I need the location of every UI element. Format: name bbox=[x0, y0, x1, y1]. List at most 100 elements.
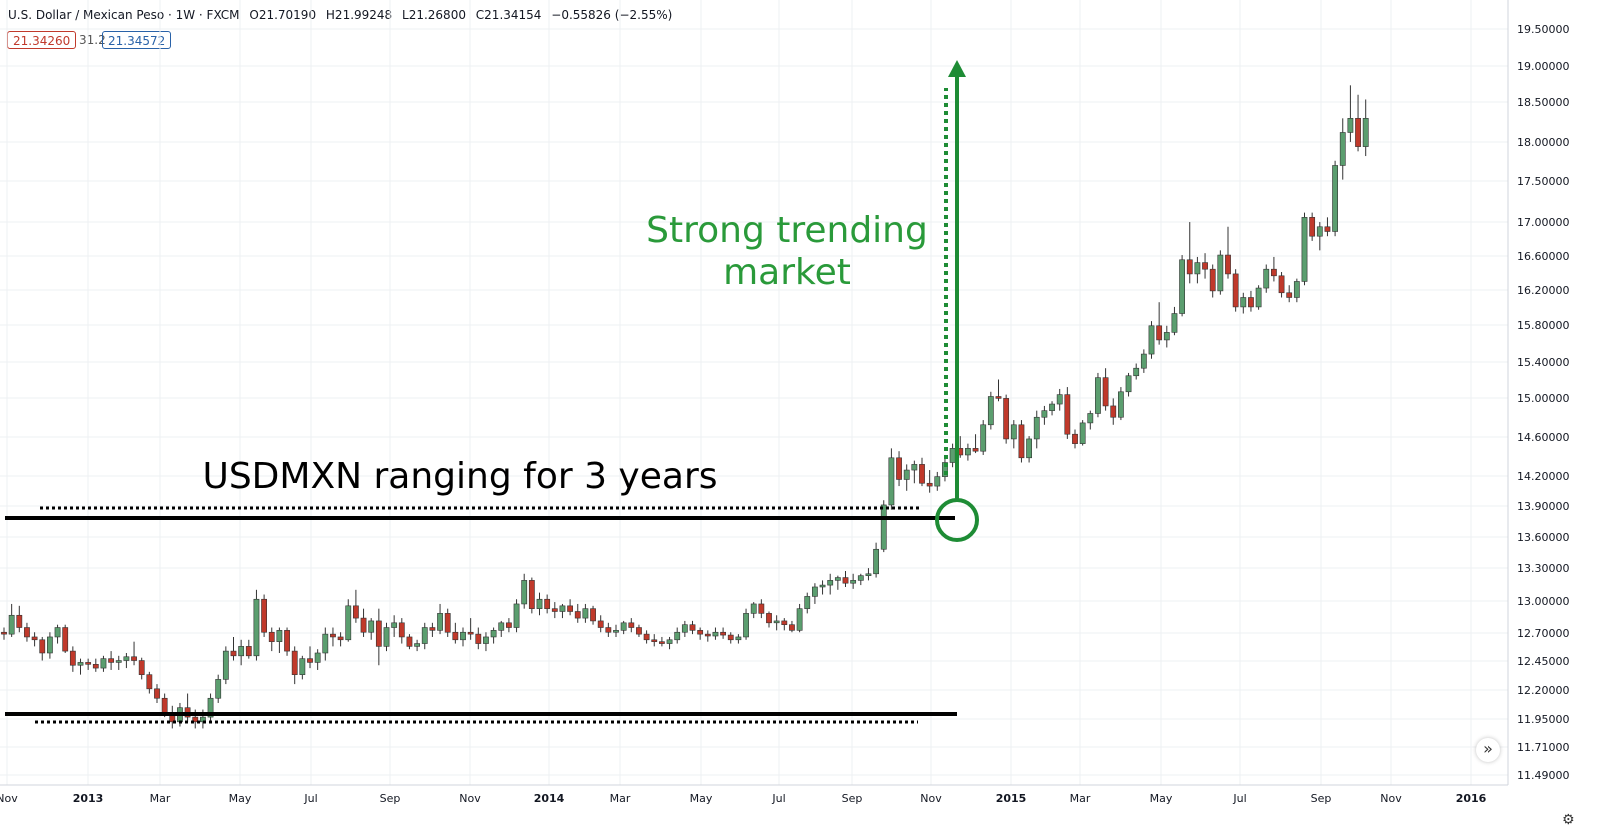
x-tick-label: May bbox=[690, 792, 713, 805]
candle-body bbox=[92, 664, 99, 669]
candle-body bbox=[544, 598, 551, 609]
candle bbox=[184, 693, 191, 722]
candle-body bbox=[735, 636, 742, 641]
candle bbox=[903, 464, 910, 491]
candle bbox=[360, 608, 367, 637]
candle bbox=[230, 636, 237, 661]
candle-body bbox=[880, 504, 887, 550]
candle-body bbox=[1263, 268, 1270, 289]
candle bbox=[1263, 264, 1270, 293]
candle bbox=[536, 592, 543, 616]
candle bbox=[1072, 429, 1078, 449]
candle-body bbox=[368, 620, 375, 633]
candle-body bbox=[69, 650, 76, 666]
candle-body bbox=[200, 716, 206, 723]
candle-body bbox=[1079, 422, 1086, 444]
candle-body bbox=[521, 580, 528, 605]
candle bbox=[291, 646, 298, 685]
candle-body bbox=[498, 622, 505, 631]
candle-body bbox=[689, 624, 696, 631]
candle bbox=[1255, 285, 1262, 310]
y-tick-label: 13.30000 bbox=[1517, 562, 1570, 575]
candle bbox=[1156, 302, 1163, 345]
candle bbox=[811, 583, 818, 604]
candle-body bbox=[1026, 438, 1032, 459]
candle-body bbox=[437, 613, 443, 631]
x-tick-label: Jul bbox=[771, 792, 785, 805]
gear-icon[interactable]: ⚙ bbox=[1562, 812, 1575, 828]
candle bbox=[735, 634, 742, 644]
candle-body bbox=[505, 622, 512, 628]
candle bbox=[452, 622, 459, 644]
candle-body bbox=[398, 622, 405, 638]
candle-body bbox=[161, 697, 168, 713]
candle-body bbox=[773, 620, 780, 624]
candle bbox=[1362, 99, 1369, 157]
candle bbox=[911, 460, 918, 484]
candle bbox=[490, 627, 497, 644]
y-tick-label: 12.20000 bbox=[1517, 684, 1570, 697]
candle-body bbox=[46, 636, 53, 654]
candle-body bbox=[460, 631, 466, 641]
candle bbox=[284, 627, 290, 656]
candle bbox=[819, 580, 826, 595]
candle-body bbox=[330, 633, 336, 638]
candle-body bbox=[261, 598, 267, 633]
candle bbox=[46, 632, 53, 659]
candle bbox=[926, 470, 933, 493]
candle-body bbox=[681, 624, 688, 633]
candle-body bbox=[513, 603, 520, 628]
x-tick-label: Sep bbox=[842, 792, 863, 805]
candle bbox=[789, 620, 795, 633]
candle bbox=[146, 671, 153, 694]
candle bbox=[475, 627, 482, 650]
candle-body bbox=[1018, 424, 1025, 459]
spread-value: 31.2 bbox=[79, 33, 106, 47]
ohlc-close: C21.34154 bbox=[475, 8, 542, 22]
candle bbox=[261, 594, 267, 637]
candle-body bbox=[444, 613, 451, 633]
candle bbox=[253, 589, 260, 661]
candle-body bbox=[995, 396, 1002, 399]
y-tick-label: 11.49000 bbox=[1517, 769, 1570, 782]
x-tick-label: Sep bbox=[380, 792, 401, 805]
candle bbox=[972, 434, 979, 454]
y-tick-label: 12.70000 bbox=[1517, 627, 1570, 640]
candle bbox=[154, 684, 160, 703]
scroll-to-realtime-button[interactable]: » bbox=[1476, 738, 1500, 762]
x-tick-label: May bbox=[1150, 792, 1173, 805]
candle bbox=[850, 573, 857, 589]
candle bbox=[169, 705, 176, 729]
candle bbox=[115, 655, 122, 670]
candle bbox=[276, 627, 283, 653]
candle-body bbox=[383, 627, 390, 647]
candle bbox=[750, 602, 757, 619]
candle-body bbox=[337, 636, 344, 641]
candle-body bbox=[574, 611, 581, 619]
candle bbox=[636, 624, 642, 637]
candle-body bbox=[406, 636, 413, 647]
candle bbox=[934, 471, 941, 491]
double-chevron-right-icon: » bbox=[1483, 739, 1493, 758]
annotation-layer bbox=[5, 60, 979, 724]
ohlc-high: H21.99248 bbox=[325, 8, 393, 22]
candle-body bbox=[429, 627, 436, 631]
buy-price-box[interactable]: 21.34572 bbox=[102, 31, 172, 49]
x-tick-label: Mar bbox=[1070, 792, 1091, 805]
candle bbox=[24, 622, 30, 642]
candle bbox=[483, 632, 489, 652]
sell-price-box[interactable]: 21.34260 bbox=[7, 31, 77, 49]
candle-body bbox=[1186, 259, 1193, 275]
y-tick-label: 16.20000 bbox=[1517, 284, 1570, 297]
candle bbox=[1324, 217, 1331, 237]
candle-body bbox=[1049, 403, 1055, 411]
y-tick-label: 15.00000 bbox=[1517, 392, 1570, 405]
candle-body bbox=[85, 662, 92, 665]
candle-body bbox=[414, 643, 420, 647]
candle bbox=[1118, 387, 1124, 421]
symbol-title[interactable]: U.S. Dollar / Mexican Peso · 1W · FXCM bbox=[8, 8, 240, 22]
candle-body bbox=[658, 641, 665, 644]
candle bbox=[590, 605, 596, 625]
